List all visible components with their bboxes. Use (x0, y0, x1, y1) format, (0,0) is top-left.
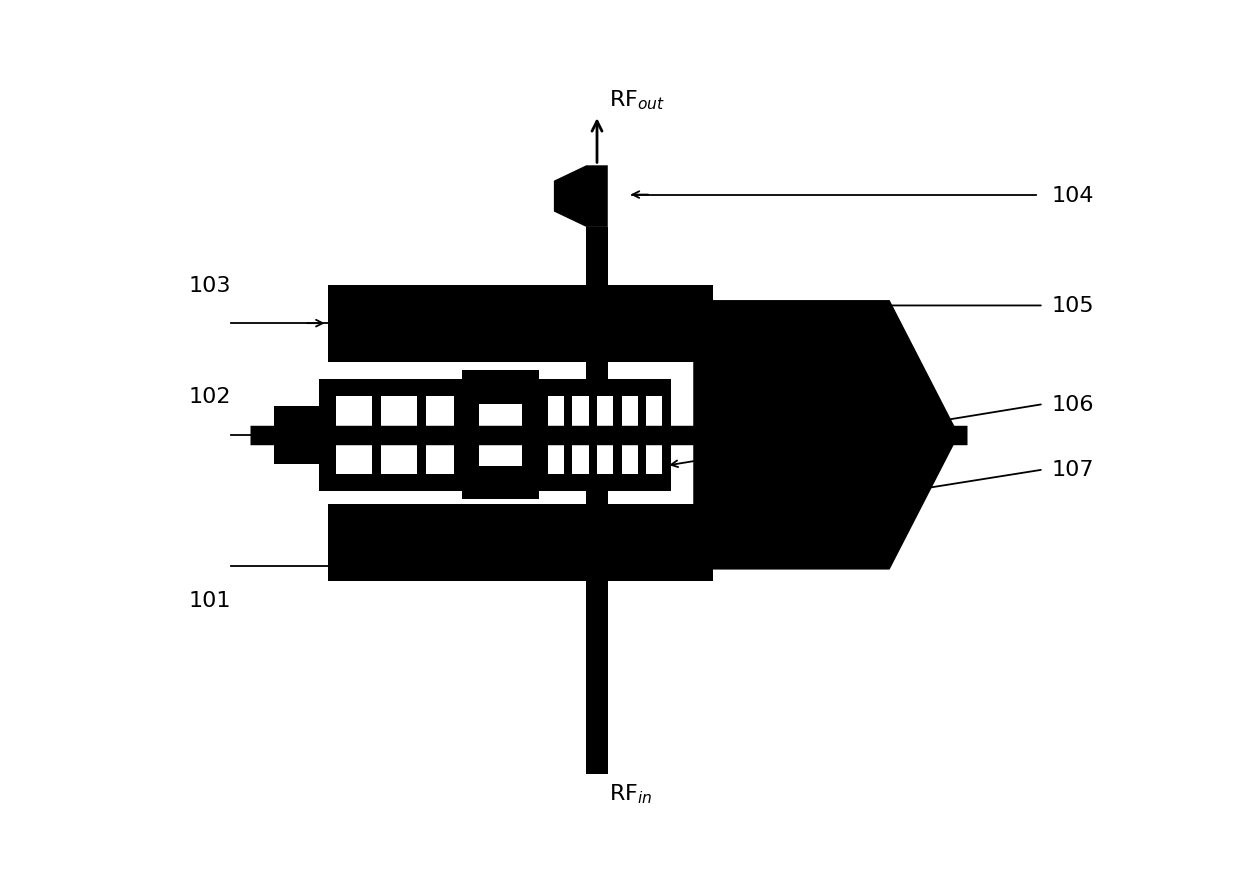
Bar (630, 379, 671, 396)
Bar (556, 474, 596, 492)
Bar (580, 387, 596, 443)
Bar (580, 427, 596, 474)
Bar (605, 387, 621, 443)
Bar (425, 443, 463, 474)
Text: 105: 105 (1052, 296, 1094, 316)
Bar (531, 427, 548, 474)
Bar (556, 427, 573, 474)
Bar (580, 474, 621, 492)
Bar (463, 474, 539, 492)
Bar (409, 387, 425, 443)
Bar (336, 396, 372, 427)
Text: RF$_{in}$: RF$_{in}$ (609, 781, 652, 805)
Bar (531, 474, 573, 492)
Bar (596, 396, 613, 427)
Bar (653, 427, 671, 474)
Bar (573, 396, 589, 427)
Bar (425, 396, 463, 427)
Bar (463, 371, 539, 500)
Bar (630, 427, 646, 474)
Bar (580, 379, 621, 396)
Bar (548, 443, 564, 474)
Bar (630, 387, 646, 443)
Bar (365, 387, 381, 443)
Text: 107: 107 (1052, 460, 1094, 480)
Bar (605, 387, 621, 443)
Bar (463, 379, 539, 396)
Bar (454, 396, 471, 474)
Bar (580, 427, 596, 474)
Bar (587, 227, 608, 774)
Bar (479, 405, 522, 466)
Bar (630, 474, 671, 492)
Bar (381, 396, 418, 427)
Bar (531, 387, 548, 443)
Bar (319, 427, 336, 474)
Text: 102: 102 (188, 387, 232, 407)
Text: 103: 103 (188, 276, 232, 295)
Bar (630, 427, 646, 474)
Bar (556, 379, 596, 396)
Bar (454, 387, 471, 443)
Bar (630, 387, 646, 443)
Bar (327, 505, 713, 581)
Bar (596, 443, 613, 474)
Bar (409, 379, 471, 396)
Bar (274, 407, 327, 464)
Bar (319, 387, 336, 443)
Bar (646, 396, 662, 427)
Text: 106: 106 (1052, 394, 1094, 414)
Bar (409, 474, 471, 492)
Text: 101: 101 (188, 591, 232, 611)
Bar (621, 396, 637, 427)
Text: RF$_{out}$: RF$_{out}$ (609, 89, 665, 112)
Polygon shape (693, 301, 959, 570)
Bar (621, 443, 637, 474)
Bar (327, 285, 713, 363)
Bar (409, 387, 425, 443)
Bar (531, 396, 548, 474)
Bar (605, 379, 646, 396)
Bar (319, 474, 381, 492)
Bar (556, 387, 573, 443)
Bar (365, 427, 381, 474)
Bar (365, 427, 381, 474)
Bar (365, 474, 425, 492)
Bar (605, 474, 646, 492)
Bar (605, 427, 621, 474)
Bar (653, 387, 671, 443)
Text: 104: 104 (1052, 185, 1094, 205)
Bar (365, 379, 425, 396)
Bar (365, 387, 381, 443)
Bar (319, 379, 381, 396)
Bar (336, 443, 372, 474)
Bar (556, 427, 573, 474)
Bar (381, 443, 418, 474)
Bar (409, 427, 425, 474)
Bar (580, 387, 596, 443)
Bar (646, 443, 662, 474)
Bar (531, 379, 573, 396)
Polygon shape (554, 166, 608, 227)
Bar (573, 443, 589, 474)
Bar (556, 387, 573, 443)
Bar (454, 427, 471, 474)
Bar (548, 396, 564, 427)
Bar (409, 427, 425, 474)
Bar (605, 427, 621, 474)
